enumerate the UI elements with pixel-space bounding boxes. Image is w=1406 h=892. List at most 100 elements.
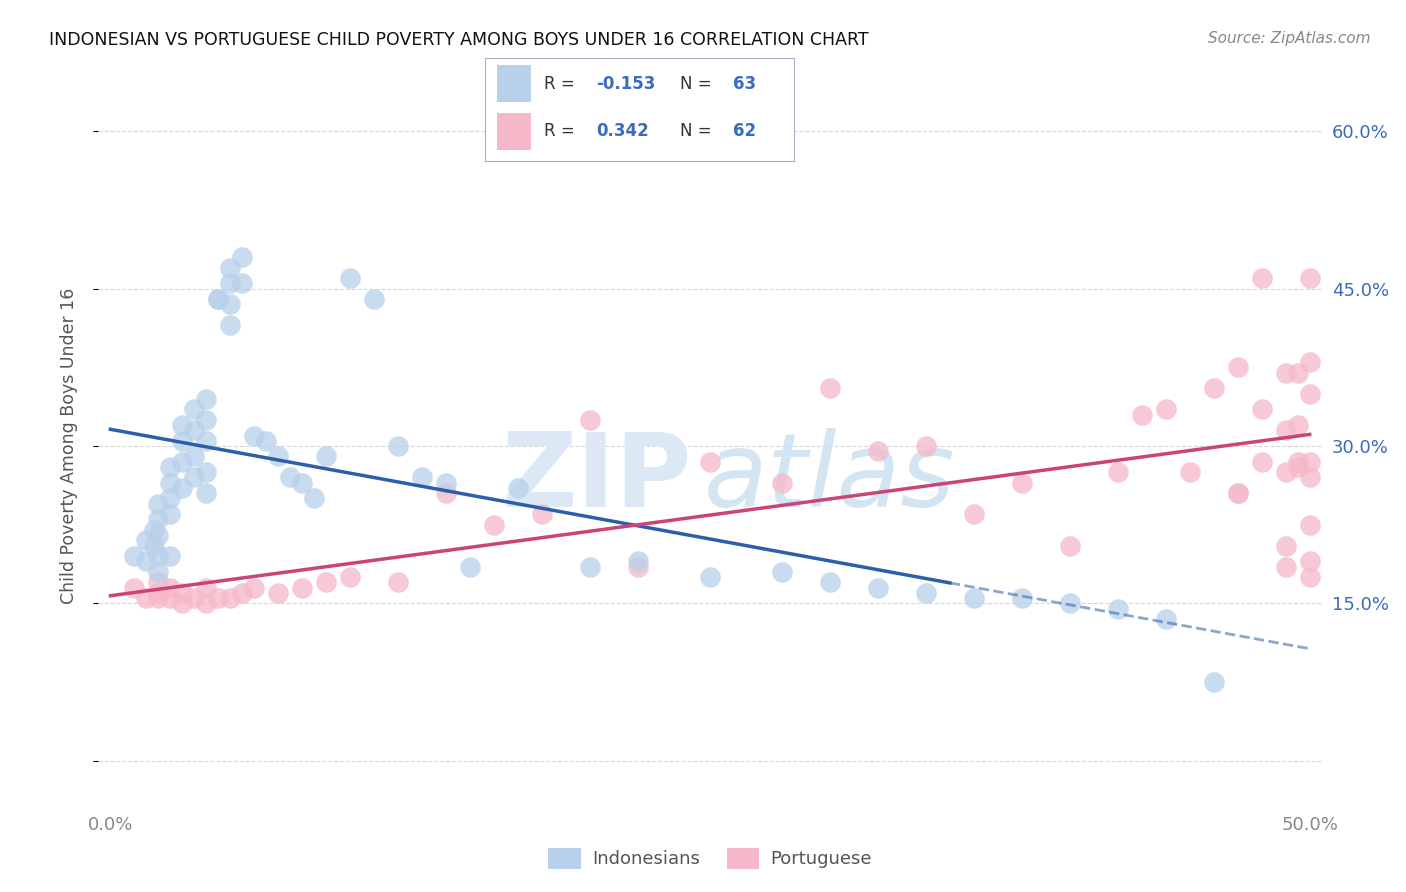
Point [142, 523, 165, 537]
Point [124, 581, 146, 595]
Point [387, 575, 409, 590]
Point [1250, 455, 1272, 469]
Point [159, 581, 181, 595]
Point [304, 491, 326, 506]
Point [1298, 517, 1320, 532]
Point [699, 570, 721, 584]
Point [172, 434, 194, 448]
Point [1298, 455, 1320, 469]
Point [219, 260, 242, 275]
Point [148, 575, 170, 590]
Point [231, 250, 253, 264]
Point [254, 434, 277, 448]
Point [579, 413, 602, 427]
Point [135, 591, 157, 606]
Text: INDONESIAN VS PORTUGUESE CHILD POVERTY AMONG BOYS UNDER 16 CORRELATION CHART: INDONESIAN VS PORTUGUESE CHILD POVERTY A… [49, 31, 869, 49]
Point [183, 450, 205, 464]
Point [183, 591, 205, 606]
Point [1107, 465, 1129, 479]
Point [183, 402, 205, 417]
Point [219, 277, 242, 291]
Point [1286, 460, 1309, 475]
Point [915, 439, 938, 453]
Point [267, 586, 290, 600]
Point [363, 292, 385, 306]
Point [1130, 408, 1153, 422]
Point [315, 575, 337, 590]
FancyBboxPatch shape [498, 113, 531, 150]
Point [866, 581, 889, 595]
Point [1250, 271, 1272, 285]
Point [818, 575, 841, 590]
Point [159, 460, 181, 475]
Point [1202, 381, 1225, 395]
Point [243, 581, 266, 595]
Point [172, 455, 194, 469]
Point [219, 591, 242, 606]
Point [243, 428, 266, 442]
Point [148, 497, 170, 511]
Point [267, 450, 290, 464]
Point [278, 470, 301, 484]
Point [1298, 355, 1320, 369]
Point [195, 434, 218, 448]
FancyBboxPatch shape [498, 65, 531, 102]
Point [195, 596, 218, 610]
Point [1286, 417, 1309, 432]
Point [291, 581, 314, 595]
Point [963, 507, 986, 521]
Point [482, 517, 505, 532]
Point [207, 292, 229, 306]
Point [1107, 601, 1129, 615]
Point [1011, 591, 1033, 606]
Point [172, 586, 194, 600]
Point [508, 481, 530, 495]
Y-axis label: Child Poverty Among Boys Under 16: Child Poverty Among Boys Under 16 [59, 288, 77, 604]
Point [195, 486, 218, 500]
Point [1059, 596, 1081, 610]
Point [219, 297, 242, 311]
Point [315, 450, 337, 464]
Point [1202, 675, 1225, 690]
Point [1274, 366, 1296, 380]
Point [148, 549, 170, 564]
Point [183, 470, 205, 484]
Text: atlas: atlas [704, 428, 956, 528]
Point [1298, 386, 1320, 401]
Point [434, 486, 457, 500]
Point [770, 565, 793, 579]
Point [1274, 539, 1296, 553]
Point [135, 554, 157, 568]
Text: 0.342: 0.342 [596, 122, 650, 140]
Text: ZIP: ZIP [502, 427, 692, 529]
Point [159, 507, 181, 521]
Point [1059, 539, 1081, 553]
Text: 62: 62 [733, 122, 755, 140]
Point [1274, 423, 1296, 437]
Point [627, 554, 650, 568]
Point [339, 570, 361, 584]
Point [135, 533, 157, 548]
Point [1154, 402, 1177, 417]
Point [231, 586, 253, 600]
Point [172, 417, 194, 432]
Point [1250, 402, 1272, 417]
Point [148, 565, 170, 579]
Point [159, 549, 181, 564]
Point [1226, 486, 1249, 500]
Point [866, 444, 889, 458]
Point [1011, 475, 1033, 490]
Point [195, 465, 218, 479]
Point [231, 277, 253, 291]
Point [207, 292, 229, 306]
Point [1286, 455, 1309, 469]
Point [770, 475, 793, 490]
Point [172, 481, 194, 495]
Text: 63: 63 [733, 75, 755, 93]
Point [818, 381, 841, 395]
Point [1298, 271, 1320, 285]
Point [195, 581, 218, 595]
Point [183, 423, 205, 437]
Point [915, 586, 938, 600]
Point [699, 455, 721, 469]
